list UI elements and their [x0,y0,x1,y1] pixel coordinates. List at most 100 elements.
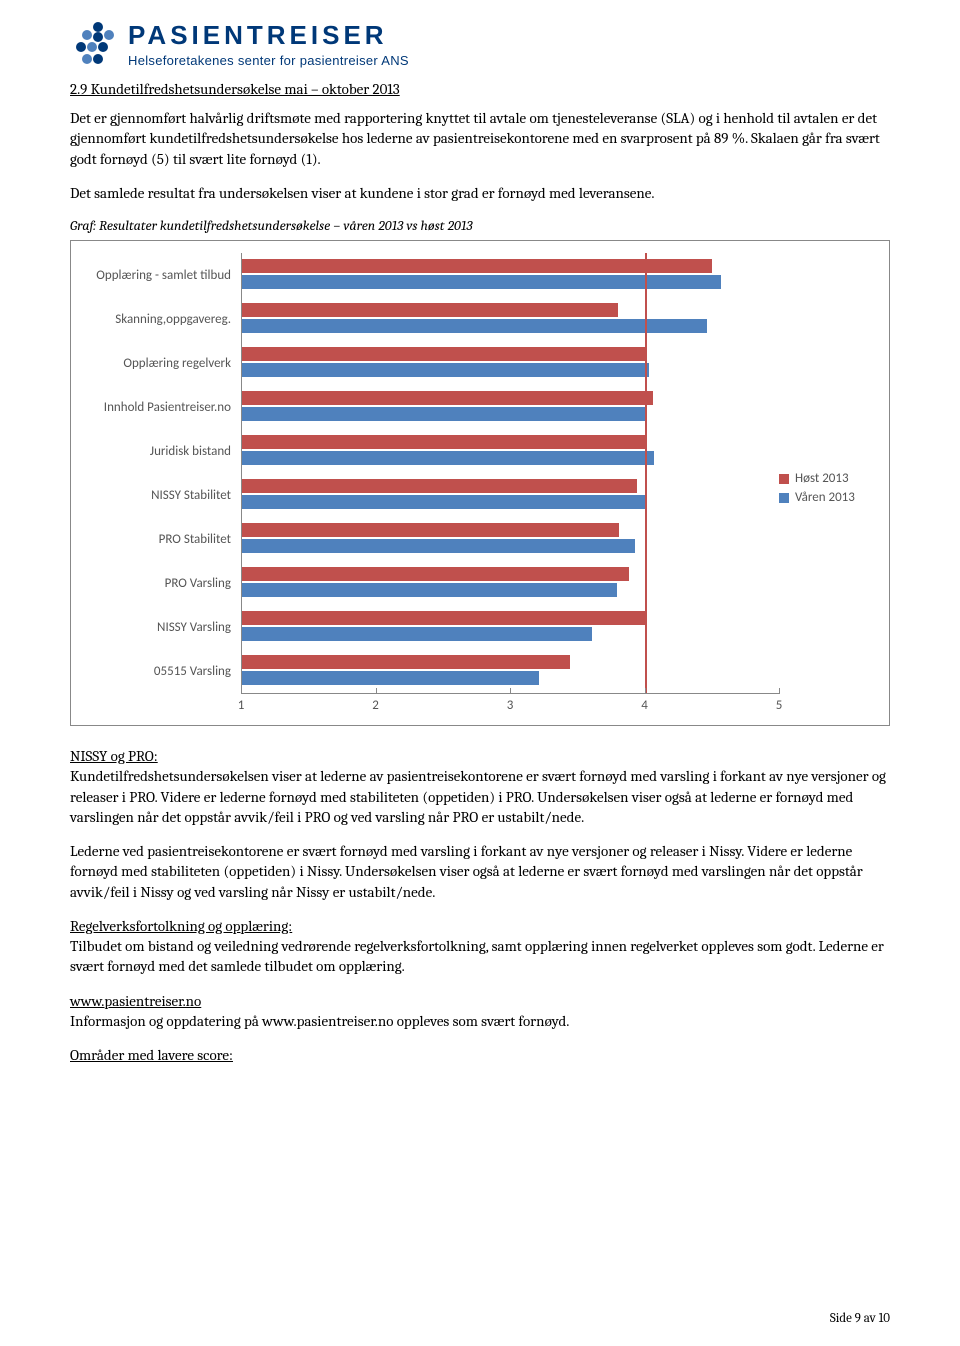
logo-dot [76,42,86,52]
chart-tick [510,688,511,694]
chart-bar-cell [241,517,779,561]
chart-category-row: PRO Varsling [81,561,779,605]
chart-category-row: Opplæring regelverk [81,341,779,385]
section-nissy-pro: NISSY og PRO: Kundetilfredshetsundersøke… [70,746,890,827]
chart-bar [242,611,645,625]
chart-bar-cell [241,341,779,385]
chart-category-label: NISSY Stabilitet [81,488,241,503]
regelverk-heading: Regelverksfortolkning og opplæring: [70,917,292,935]
survey-chart: Opplæring - samlet tilbud Skanning,oppgav… [70,240,890,726]
chart-bar [242,435,645,449]
chart-tick [779,688,780,694]
chart-bar-cell [241,649,779,693]
brand-header: PASIENTREISER Helseforetakenes senter fo… [70,20,890,70]
section-website: www.pasientreiser.no Informasjon og oppd… [70,991,890,1032]
logo-dot [82,30,92,40]
chart-category-label: PRO Varsling [81,576,241,591]
chart-x-axis: 12345 [81,693,779,723]
section-regelverk: Regelverksfortolkning og opplæring: Tilb… [70,916,890,977]
chart-bar [242,495,645,509]
chart-category-label: Opplæring - samlet tilbud [81,268,241,283]
logo-dot [93,32,103,42]
chart-bar [242,347,645,361]
chart-bar [242,303,618,317]
chart-bar-cell [241,473,779,517]
legend-swatch [779,474,789,484]
chart-category-row: Innhold Pasientreiser.no [81,385,779,429]
logo-title: PASIENTREISER [128,20,409,51]
logo-text-block: PASIENTREISER Helseforetakenes senter fo… [128,20,409,68]
chart-bar-cell [241,605,779,649]
chart-tick [645,688,646,694]
chart-tick-label: 4 [641,698,648,713]
paragraph-intro-2: Det samlede resultat fra undersøkelsen v… [70,183,890,203]
chart-bar-cell [241,561,779,605]
regelverk-p1: Tilbudet om bistand og veiledning vedrør… [70,937,884,975]
chart-tick [241,688,242,694]
chart-bar [242,275,721,289]
chart-category-label: Skanning,oppgavereg. [81,312,241,327]
page-footer: Side 9 av 10 [830,1311,890,1326]
chart-category-label: Juridisk bistand [81,444,241,459]
chart-category-label: Opplæring regelverk [81,356,241,371]
chart-bar [242,479,637,493]
nissy-pro-p1: Kundetilfredshetsundersøkelsen viser at … [70,767,886,826]
chart-tick [376,688,377,694]
chart-tick-label: 5 [776,698,783,713]
chart-category-label: Innhold Pasientreiser.no [81,400,241,415]
logo-dot [82,54,92,64]
chart-category-row: NISSY Stabilitet [81,473,779,517]
lower-score-heading: Områder med lavere score: [70,1046,233,1064]
chart-bar [242,627,592,641]
chart-tick-label: 3 [507,698,514,713]
chart-bar-cell [241,253,779,297]
chart-bar [242,259,712,273]
legend-item: Våren 2013 [779,490,879,505]
legend-label: Høst 2013 [795,471,849,486]
nissy-pro-heading: NISSY og PRO: [70,747,158,765]
chart-category-row: Juridisk bistand [81,429,779,473]
chart-category-row: 05515 Varsling [81,649,779,693]
chart-bar [242,451,654,465]
logo-mark [70,22,118,70]
chart-bar [242,539,635,553]
legend-label: Våren 2013 [795,490,855,505]
logo-subtitle: Helseforetakenes senter for pasientreise… [128,53,409,68]
logo-dot [93,54,103,64]
chart-tick-label: 2 [372,698,379,713]
chart-bar [242,523,619,537]
chart-category-label: NISSY Varsling [81,620,241,635]
chart-bar [242,671,539,685]
chart-category-row: Opplæring - samlet tilbud [81,253,779,297]
nissy-pro-p2: Lederne ved pasientreisekontorene er svæ… [70,841,890,902]
chart-category-row: Skanning,oppgavereg. [81,297,779,341]
section-heading: 2.9 Kundetilfredshetsundersøkelse mai – … [70,80,890,98]
chart-bar-cell [241,429,779,473]
logo-dot [104,30,114,40]
chart-bar-cell [241,385,779,429]
website-p1: Informasjon og oppdatering på www.pasien… [70,1012,569,1030]
chart-bar [242,567,629,581]
chart-bar [242,583,617,597]
chart-plot-area: Opplæring - samlet tilbud Skanning,oppgav… [81,253,779,723]
chart-bar [242,407,645,421]
chart-bar [242,363,649,377]
chart-caption: Graf: Resultater kundetilfredshetsunders… [70,217,890,234]
chart-bar [242,391,653,405]
chart-bar-cell [241,297,779,341]
chart-tick-label: 1 [238,698,245,713]
chart-category-label: PRO Stabilitet [81,532,241,547]
section-lower-score: Områder med lavere score: [70,1045,890,1065]
chart-category-row: PRO Stabilitet [81,517,779,561]
chart-bar [242,655,570,669]
legend-item: Høst 2013 [779,471,879,486]
logo-dot [98,42,108,52]
website-heading: www.pasientreiser.no [70,992,201,1010]
logo-dot [87,42,97,52]
chart-bar [242,319,707,333]
logo-dot [93,22,103,32]
chart-category-label: 05515 Varsling [81,664,241,679]
chart-category-row: NISSY Varsling [81,605,779,649]
paragraph-intro-1: Det er gjennomført halvårlig driftsmøte … [70,108,890,169]
chart-legend: Høst 2013 Våren 2013 [779,253,879,723]
